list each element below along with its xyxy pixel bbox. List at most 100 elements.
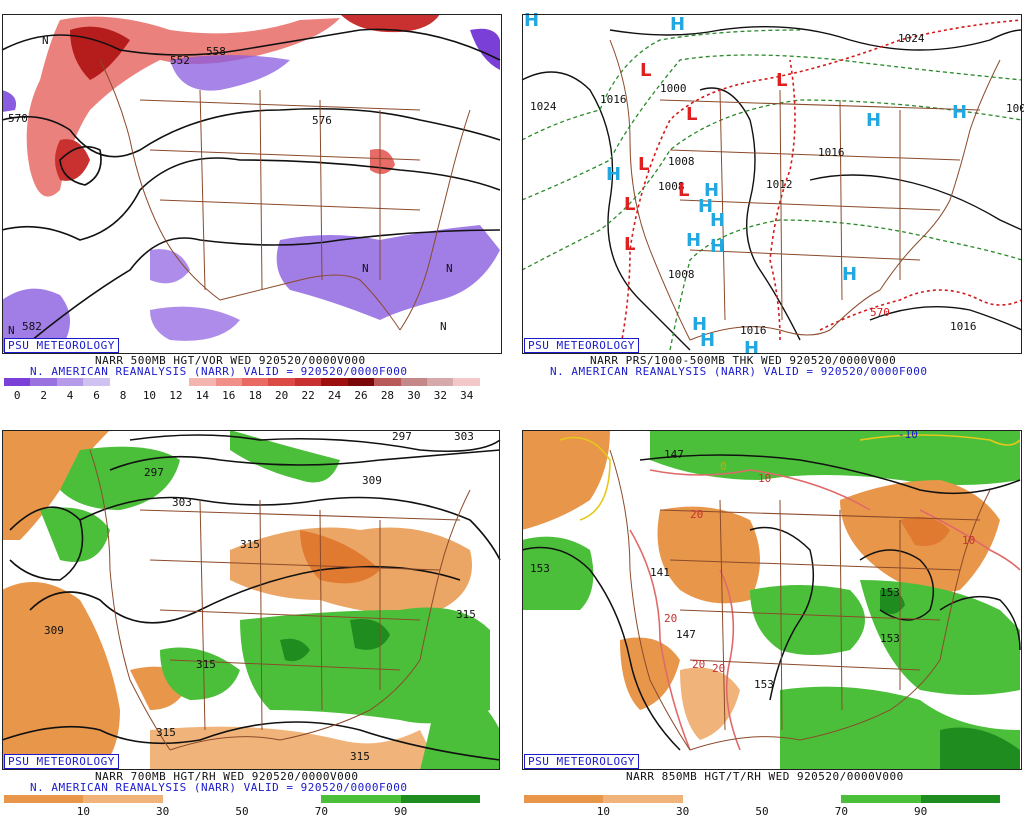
valid-time-line: N. AMERICAN REANALYSIS (NARR) VALID = 92… (30, 365, 408, 378)
colorbar-tick-label: 10 (142, 389, 157, 402)
high-symbol: H (704, 180, 719, 201)
contour-label: 20 (692, 658, 705, 671)
contour-label: 1008 (658, 180, 685, 193)
product-title: NARR PRS/1000-500MB THK WED 920520/0000V… (590, 354, 897, 367)
colorbar-tick-label: 0 (13, 389, 21, 402)
high-symbol: H (524, 10, 539, 31)
n-symbol: N (446, 262, 453, 275)
colorbar-segment (374, 378, 401, 386)
colorbar-segment (83, 378, 110, 386)
low-symbol: L (624, 194, 635, 215)
map-frame (522, 430, 1022, 770)
colorbar-segment (4, 378, 31, 386)
colorbar-segment (215, 378, 242, 386)
colorbar-tick-labels: 10 30 50 70 90 (524, 806, 1000, 819)
high-symbol: H (692, 314, 707, 335)
contour-label: 153 (880, 632, 900, 645)
geography-lines (89, 449, 471, 751)
panel-pressure-thickness: 1024 1016 1008 1008 1016 1012 1016 1024 … (520, 0, 1024, 409)
panel-700mb-hgt-rh: 297 303 309 315 315 309 315 315 315 297 … (0, 410, 512, 819)
contour-label: 315 (456, 608, 476, 621)
colorbar-tick-label: 4 (66, 389, 74, 402)
colorbar-segment (400, 378, 427, 386)
colorbar-tick-label: 70 (834, 805, 848, 818)
colorbar-tick-label: 30 (407, 389, 421, 402)
colorbar-segment (162, 795, 242, 803)
map-850mb: 147 153 141 147 153 153 153 -10 0 10 20 … (521, 428, 1022, 770)
contour-label: 147 (676, 628, 696, 641)
high-symbol: H (866, 110, 881, 131)
contour-label: 153 (530, 562, 550, 575)
contour-label: 576 (312, 114, 332, 127)
colorbar-segment (427, 378, 454, 386)
pressure-centers: H L L L L L L L H H H H H H H H H H H H … (524, 10, 967, 359)
psu-meteorology-badge: PSU METEOROLOGY (524, 338, 639, 353)
colorbar-segment (162, 378, 190, 386)
colorbar-segment (4, 795, 84, 803)
colorbar-segment (136, 378, 163, 386)
low-symbol: L (678, 180, 689, 201)
colorbar-tick-label: 90 (394, 805, 408, 818)
colorbar-segment (321, 795, 401, 803)
product-title: NARR 850MB HGT/T/RH WED 920520/0000V000 (626, 770, 904, 783)
n-symbol: N (440, 320, 447, 333)
vorticity-centers: N N N N N (8, 34, 453, 337)
contour-label: 558 (206, 45, 226, 58)
colorbar-tick-label: 32 (433, 389, 447, 402)
contour-label: 1008 (668, 155, 695, 168)
panel-850mb-hgt-t-rh: 147 153 141 147 153 153 153 -10 0 10 20 … (520, 410, 1024, 819)
geography-lines (609, 39, 1001, 341)
thickness-lines-green (521, 29, 1023, 351)
colorbar-tick-label: 50 (235, 805, 249, 818)
map-pressure-thickness: 1024 1016 1008 1008 1016 1012 1016 1024 … (521, 10, 1024, 359)
colorbar-tick-label: 12 (169, 389, 183, 402)
colorbar-segment (841, 795, 921, 803)
contour-label: 1024 (530, 100, 557, 113)
colorbar-tick-label: 34 (460, 389, 474, 402)
geography-lines (99, 59, 471, 331)
colorbar-tick-label: 26 (354, 389, 368, 402)
contour-label: 153 (754, 678, 774, 691)
contour-label: 1016 (818, 146, 845, 159)
geography-lines (609, 449, 991, 751)
colorbar-tick-label: 30 (676, 805, 690, 818)
contour-label: 297 (144, 466, 164, 479)
high-symbol: H (686, 230, 701, 251)
contour-labels: 297 303 309 315 315 309 315 315 315 297 … (44, 430, 476, 763)
contour-label: 552 (170, 54, 190, 67)
contour-label: 1004 (1006, 102, 1024, 115)
colorbar-segment (241, 378, 269, 386)
product-title: NARR 700MB HGT/RH WED 920520/0000V000 (95, 770, 359, 783)
map-500mb: 552 558 570 582 576 N N N N N (1, 14, 502, 354)
colorbar-segment (30, 378, 57, 386)
high-symbol: H (710, 210, 725, 231)
contour-label: 1016 (950, 320, 977, 333)
contour-label: 20 (690, 508, 703, 521)
colorbar-segment (682, 795, 762, 803)
high-symbol: H (710, 236, 725, 257)
colorbar-segment (109, 378, 137, 386)
contour-label: 309 (44, 624, 64, 637)
psu-meteorology-badge: PSU METEOROLOGY (4, 338, 119, 353)
contour-label: 0 (720, 460, 727, 473)
colorbar-segment (400, 795, 480, 803)
valid-time-line: N. AMERICAN REANALYSIS (NARR) VALID = 92… (30, 781, 408, 794)
contour-label: 147 (664, 448, 684, 461)
colorbar-tick-label: 10 (76, 805, 90, 818)
contour-label: 141 (650, 566, 670, 579)
colorbar-segment (761, 795, 842, 803)
contour-label: 1024 (898, 32, 925, 45)
n-symbol: N (42, 34, 49, 47)
rh-colorbar (4, 795, 480, 803)
colorbar-segment (294, 378, 322, 386)
vorticity-colorbar (4, 378, 480, 386)
colorbar-segment (189, 378, 216, 386)
temperature-lines (559, 434, 1021, 751)
colorbar-segment (603, 795, 683, 803)
contour-label: 20 (664, 612, 677, 625)
colorbar-tick-label: 2 (40, 389, 47, 402)
vorticity-shading (2, 14, 500, 352)
contour-label: 1000 (660, 82, 687, 95)
contour-label: 1008 (668, 268, 695, 281)
colorbar-segment (920, 795, 1000, 803)
